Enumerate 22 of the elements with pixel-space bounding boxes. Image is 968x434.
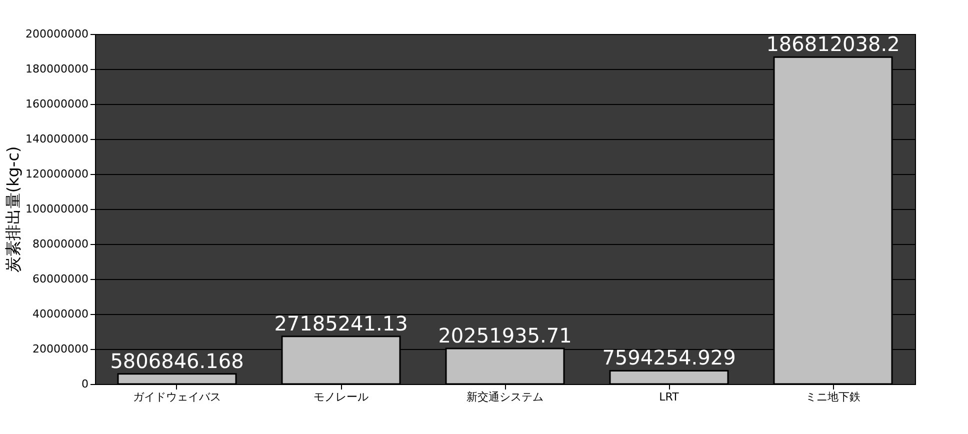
y-tick-label: 80000000	[32, 238, 88, 250]
data-label: 27185241.13	[274, 311, 408, 336]
y-axis-title: 炭素排出量(kg-c)	[4, 146, 23, 273]
x-tick-label: ミニ地下鉄	[806, 390, 860, 404]
x-tick-label: モノレール	[314, 390, 368, 404]
data-label: 5806846.168	[110, 348, 244, 373]
y-tick-label: 40000000	[32, 308, 88, 320]
y-tick-label: 140000000	[26, 132, 88, 146]
x-tick-label: LRT	[659, 390, 680, 404]
x-tick-label: ガイドウェイバス	[133, 390, 221, 404]
y-tick-label: 120000000	[26, 168, 88, 180]
data-label: 186812038.2	[766, 32, 900, 56]
y-tick-label: 180000000	[26, 62, 88, 76]
y-tick-label: 20000000	[32, 342, 88, 356]
data-label: 7594254.929	[602, 346, 736, 370]
y-tick-label: 60000000	[32, 272, 88, 286]
x-tick-label: 新交通システム	[466, 390, 544, 404]
y-tick-label: 160000000	[26, 98, 88, 110]
data-label: 20251935.71	[438, 324, 572, 348]
y-tick-label: 100000000	[26, 202, 88, 216]
y-tick-label: 200000000	[26, 28, 88, 40]
y-tick-label: 0	[82, 378, 88, 390]
